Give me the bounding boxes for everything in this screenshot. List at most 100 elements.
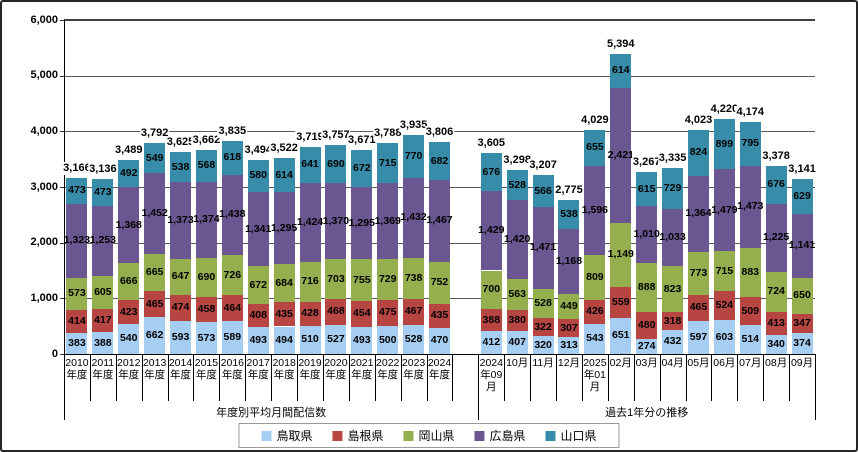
segment-value-label[interactable]: 752	[430, 276, 449, 289]
bar-segment-4[interactable]	[92, 205, 114, 276]
group-label-annual[interactable]: 年度別平均月間配信数	[216, 407, 327, 419]
category-label[interactable]: 2012年度	[117, 357, 141, 382]
bar-total-label[interactable]: 3,757	[321, 128, 351, 142]
bar-segment-3[interactable]	[480, 270, 502, 310]
legend-item-label[interactable]: 鳥取県	[276, 429, 313, 443]
segment-value-label[interactable]: 467	[404, 305, 423, 318]
y-axis-tick-label[interactable]: 5,000	[30, 69, 58, 82]
segment-value-label[interactable]: 650	[793, 289, 811, 302]
bar-segment-3[interactable]	[713, 251, 735, 292]
bar-segment-5[interactable]	[558, 199, 580, 230]
segment-value-label[interactable]: 320	[534, 338, 552, 351]
segment-value-label[interactable]: 383	[68, 336, 86, 349]
x-axis-tick[interactable]	[374, 354, 376, 401]
segment-value-label[interactable]: 528	[404, 332, 423, 345]
segment-value-label[interactable]: 470	[430, 334, 449, 347]
segment-value-label[interactable]: 690	[327, 157, 345, 170]
segment-value-label[interactable]: 770	[404, 149, 423, 162]
category-label[interactable]: 10月	[506, 357, 529, 369]
legend-item-label[interactable]: 山口県	[560, 429, 597, 443]
segment-value-label[interactable]: 274	[637, 339, 656, 352]
segment-value-label[interactable]: 514	[741, 333, 760, 346]
segment-value-label[interactable]: 380	[508, 314, 526, 327]
bar-segment-1[interactable]	[325, 324, 347, 354]
bar-segment-3[interactable]	[662, 266, 684, 313]
segment-value-label[interactable]: 1,420	[504, 232, 531, 245]
bar-total-label[interactable]: 3,662	[191, 134, 222, 148]
segment-value-label[interactable]: 543	[586, 332, 604, 345]
category-label[interactable]: 2010年度	[65, 357, 89, 382]
bar-segment-3[interactable]	[403, 257, 425, 299]
legend-item-label[interactable]: 岡山県	[418, 429, 455, 443]
bar-segment-3[interactable]	[610, 222, 632, 287]
bar-segment-3[interactable]	[377, 259, 399, 300]
bar-segment-4[interactable]	[144, 173, 166, 255]
bar-segment-5[interactable]	[687, 130, 709, 176]
category-label[interactable]: 2016年度	[220, 357, 244, 382]
bar-segment-2[interactable]	[662, 312, 684, 330]
segment-value-label[interactable]: 715	[378, 156, 397, 169]
x-axis-tick[interactable]	[530, 354, 532, 401]
bar-segment-2[interactable]	[377, 299, 399, 327]
segment-value-label[interactable]: 1,149	[607, 248, 634, 261]
segment-value-label[interactable]: 651	[612, 329, 630, 342]
bar-total-label[interactable]: 3,494	[243, 143, 273, 157]
segment-value-label[interactable]: 729	[378, 272, 397, 285]
category-label[interactable]: 09月	[790, 357, 814, 369]
segment-value-label[interactable]: 729	[663, 182, 682, 195]
bar-segment-3[interactable]	[351, 259, 373, 302]
x-axis-tick[interactable]	[685, 354, 687, 401]
bar-segment-4[interactable]	[403, 177, 425, 258]
bar-segment-4[interactable]	[170, 182, 192, 259]
category-label[interactable]: 2014年度	[168, 357, 193, 382]
segment-value-label[interactable]: 665	[145, 266, 164, 279]
bar-segment-4[interactable]	[765, 203, 787, 272]
segment-value-label[interactable]: 700	[482, 283, 501, 296]
y-axis-tick-label[interactable]: 3,000	[30, 180, 58, 193]
segment-value-label[interactable]: 1,370	[322, 214, 350, 227]
bar-segment-5[interactable]	[299, 146, 321, 183]
bar-total-label[interactable]: 3,935	[398, 118, 429, 132]
bar-total-label[interactable]: 5,394	[606, 37, 636, 51]
bar-segment-1[interactable]	[299, 325, 321, 354]
segment-value-label[interactable]: 738	[404, 271, 423, 284]
y-axis-tick-mark[interactable]	[60, 242, 64, 244]
bar-total-label[interactable]: 3,335	[657, 152, 688, 166]
y-axis-line[interactable]	[64, 20, 65, 354]
bar-segment-1[interactable]	[558, 336, 580, 354]
category-label[interactable]: 2024年09月	[479, 357, 503, 394]
bar-total-label[interactable]: 4,220	[709, 103, 740, 117]
bar-segment-1[interactable]	[636, 338, 658, 354]
bar-segment-1[interactable]	[791, 333, 813, 354]
category-label[interactable]: 2020年度	[324, 357, 348, 382]
legend-color-swatch[interactable]	[545, 430, 556, 441]
x-axis-tick[interactable]	[193, 354, 195, 401]
segment-value-label[interactable]: 672	[353, 161, 371, 174]
segment-value-label[interactable]: 809	[586, 271, 604, 284]
category-label[interactable]: 2024年度	[427, 357, 452, 382]
segment-value-label[interactable]: 388	[94, 336, 112, 349]
bar-total-label[interactable]: 4,023	[683, 114, 714, 128]
x-axis-tick[interactable]	[452, 354, 454, 401]
segment-value-label[interactable]: 313	[560, 338, 578, 351]
bar-total-label[interactable]: 3,625	[165, 136, 196, 150]
segment-value-label[interactable]: 423	[119, 305, 138, 318]
x-axis-tick[interactable]	[763, 354, 765, 401]
segment-value-label[interactable]: 1,471	[529, 241, 557, 254]
segment-value-label[interactable]: 347	[793, 317, 811, 330]
bar-segment-5[interactable]	[791, 179, 813, 215]
category-label[interactable]: 2015年度	[194, 357, 219, 382]
group-label-recent[interactable]: 過去1年分の推移	[605, 407, 689, 419]
segment-value-label[interactable]: 1,596	[581, 204, 609, 217]
bar-segment-3[interactable]	[687, 251, 709, 295]
category-label[interactable]: 03月	[635, 357, 658, 369]
bar-segment-2[interactable]	[325, 298, 347, 325]
bar-total-label[interactable]: 4,174	[735, 105, 766, 119]
bar-segment-1[interactable]	[662, 329, 684, 354]
bar-segment-4[interactable]	[506, 199, 528, 279]
bar-segment-1[interactable]	[170, 320, 192, 354]
segment-value-label[interactable]: 605	[94, 285, 112, 298]
segment-value-label[interactable]: 449	[560, 300, 578, 313]
bar-segment-2[interactable]	[144, 291, 166, 318]
segment-value-label[interactable]: 417	[94, 314, 112, 327]
